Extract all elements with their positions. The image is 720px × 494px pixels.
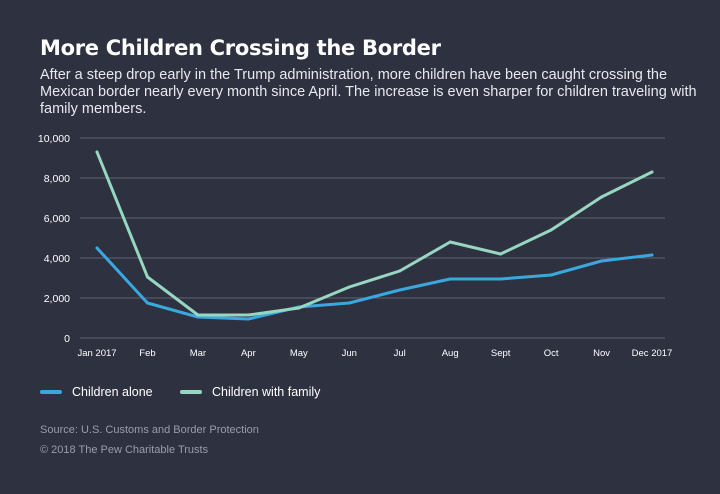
data-point-children-with-family — [650, 170, 654, 174]
legend-item-children-alone: Children alone — [40, 385, 153, 399]
x-tick-label: Sept — [491, 348, 511, 359]
x-tick-label: Oct — [544, 348, 559, 359]
data-point-children-alone — [347, 301, 351, 305]
data-point-children-with-family — [499, 252, 503, 256]
x-tick-label: Apr — [241, 348, 256, 359]
data-point-children-alone — [246, 317, 250, 321]
x-axis-ticks: Jan 2017 Feb Mar Apr May Jun Jul Aug Sept Oct Nov D… — [77, 348, 672, 359]
data-point-children-alone — [95, 246, 99, 250]
data-point-children-with-family — [246, 313, 250, 317]
data-point-children-with-family — [145, 275, 149, 279]
x-tick-label: Jul — [394, 348, 406, 359]
y-tick-label: 8,000 — [44, 173, 70, 185]
y-tick-label: 10,000 — [38, 133, 70, 145]
data-point-children-alone — [448, 277, 452, 281]
x-tick-label: Aug — [442, 348, 459, 359]
data-point-children-with-family — [347, 285, 351, 289]
x-tick-label: May — [290, 348, 308, 359]
data-point-children-with-family — [398, 269, 402, 273]
data-point-children-with-family — [600, 195, 604, 199]
data-point-children-with-family — [549, 228, 553, 232]
chart-subtitle: After a steep drop early in the Trump ad… — [40, 67, 697, 117]
data-point-children-alone — [650, 253, 654, 257]
data-point-children-alone — [145, 301, 149, 305]
legend-item-children-with-family: Children with family — [180, 385, 320, 399]
data-point-children-with-family — [196, 313, 200, 317]
y-tick-label: 2,000 — [44, 293, 70, 305]
series-line-children-with-family — [95, 150, 654, 317]
data-point-children-alone — [499, 277, 503, 281]
legend-label-children-with-family: Children with family — [212, 385, 321, 399]
series-lines — [95, 150, 654, 321]
x-tick-label: Jan 2017 — [77, 348, 116, 359]
copyright-note: © 2018 The Pew Charitable Trusts — [40, 444, 209, 456]
y-tick-label: 0 — [64, 333, 70, 345]
x-tick-label: Mar — [190, 348, 206, 359]
x-tick-label: Nov — [593, 348, 610, 359]
source-note: Source: U.S. Customs and Border Protecti… — [40, 424, 259, 436]
legend-swatch-children-with-family — [180, 390, 202, 394]
data-point-children-with-family — [297, 306, 301, 310]
legend-swatch-children-alone — [40, 390, 62, 394]
data-point-children-with-family — [95, 150, 99, 154]
y-axis-ticks: 0 2,000 4,000 6,000 8,000 10,000 — [38, 133, 70, 345]
x-tick-label: Feb — [139, 348, 155, 359]
legend-label-children-alone: Children alone — [72, 385, 153, 399]
x-tick-label: Dec 2017 — [632, 348, 673, 359]
y-tick-label: 4,000 — [44, 253, 70, 265]
y-tick-label: 6,000 — [44, 213, 70, 225]
series-line-children-alone — [95, 246, 654, 321]
gridlines — [80, 137, 665, 339]
data-point-children-alone — [398, 288, 402, 292]
data-point-children-with-family — [448, 240, 452, 244]
data-point-children-alone — [600, 259, 604, 263]
data-point-children-alone — [549, 273, 553, 277]
chart-title: More Children Crossing the Border — [40, 36, 441, 60]
x-tick-label: Jun — [342, 348, 357, 359]
